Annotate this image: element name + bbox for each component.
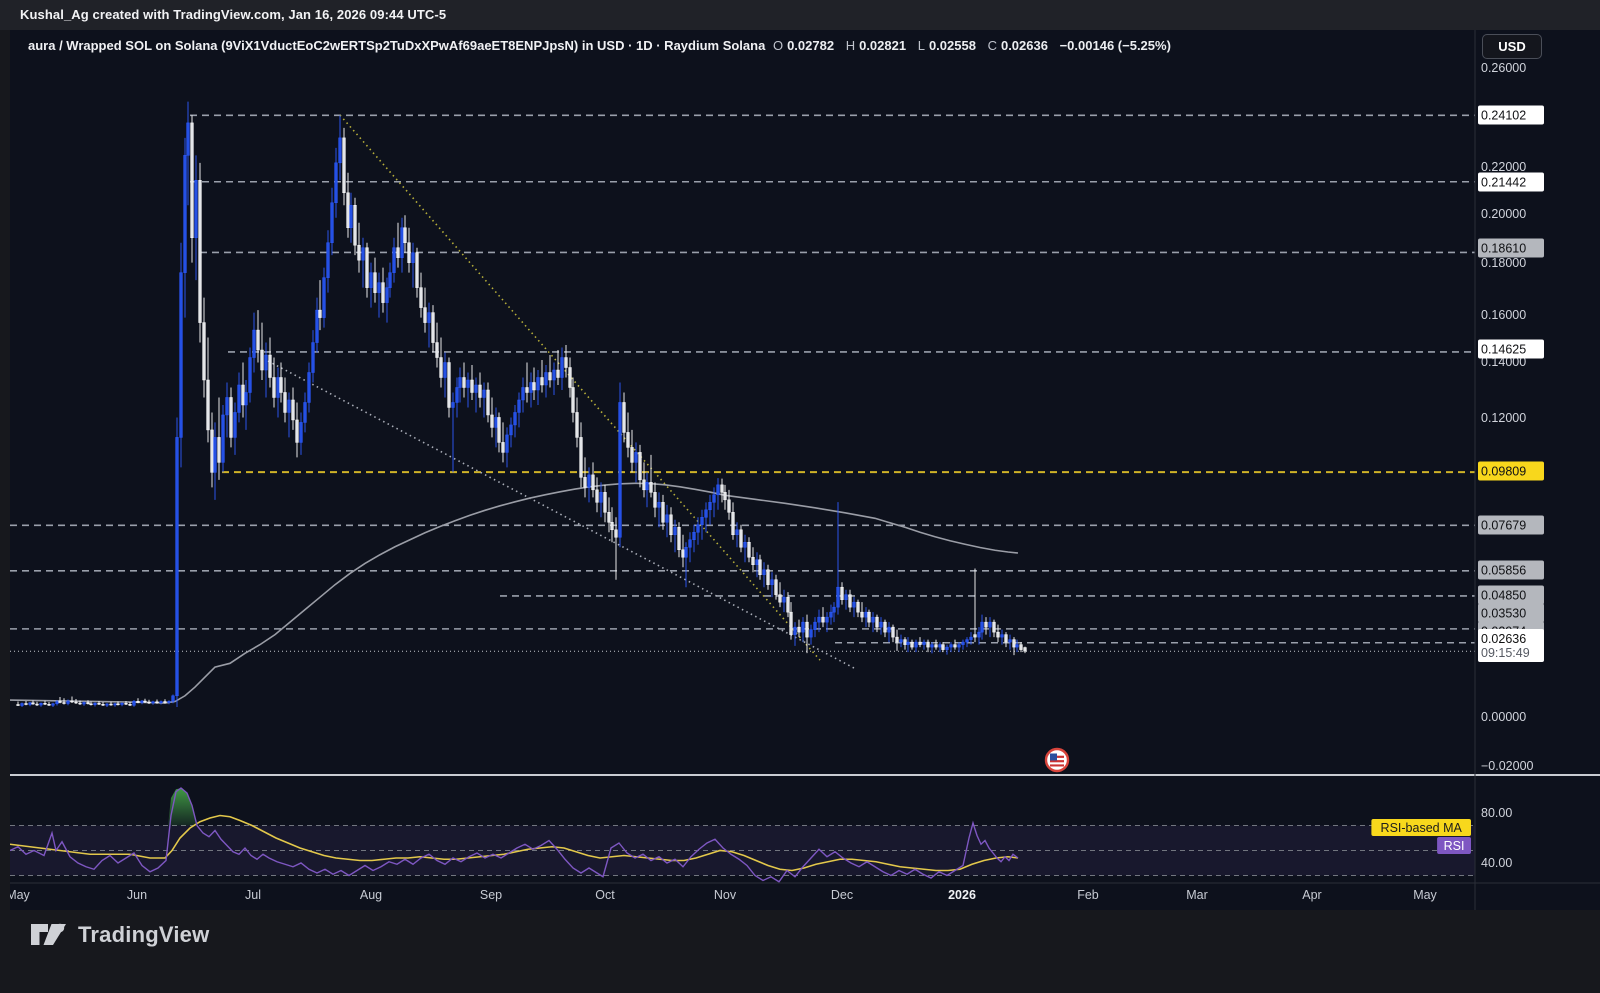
tradingview-logo-text: TradingView [78, 922, 210, 947]
svg-text:−0.02000: −0.02000 [1481, 759, 1534, 773]
price-label-text: 0.05856 [1481, 564, 1526, 578]
price-label-text: 0.18610 [1481, 242, 1526, 256]
svg-text:0.12000: 0.12000 [1481, 411, 1526, 425]
low-value: 0.02558 [928, 38, 976, 53]
rsi-pill [1437, 837, 1471, 854]
price-label-text: 0.07679 [1481, 519, 1526, 533]
descending-trendline-yellow[interactable] [339, 114, 821, 661]
time-axis[interactable]: May Jun Jul Aug Sep Oct Nov Dec 2026 Feb Mar Apr May [10, 888, 1438, 902]
price-label-text: 0.14625 [1481, 343, 1526, 357]
price-label-0.05856 [1478, 560, 1544, 580]
svg-text:Jun: Jun [127, 888, 147, 902]
chart-window: aura / Wrapped SOL on Solana (9ViX1Vduct… [10, 30, 1600, 910]
svg-text:0.00000: 0.00000 [1481, 710, 1526, 724]
last-price-value: 0.02636 [1481, 632, 1526, 646]
rsi-ma-pill-text: RSI-based MA [1381, 821, 1463, 835]
svg-text:2026: 2026 [948, 888, 976, 902]
svg-text:Feb: Feb [1077, 888, 1099, 902]
price-label-0.14625 [1478, 339, 1544, 359]
svg-text:May: May [10, 888, 31, 902]
open-value: 0.02782 [787, 38, 835, 53]
price-label-text: 0.03530 [1481, 607, 1526, 621]
change-value: −0.00146 (−5.25%) [1059, 38, 1171, 53]
svg-text:0.18000: 0.18000 [1481, 256, 1526, 270]
attribution-text: Kushal_Ag created with TradingView.com, … [20, 7, 447, 22]
ma-line [10, 482, 1019, 704]
price-label-0.04850 [1478, 585, 1544, 605]
rsi-pill-text: RSI [1444, 839, 1465, 853]
economic-event-flag-icon[interactable] [1044, 747, 1070, 773]
svg-text:0.20000: 0.20000 [1481, 207, 1526, 221]
svg-text:0.16000: 0.16000 [1481, 308, 1526, 322]
close-label: C [987, 38, 997, 53]
price-label-0.07679 [1478, 515, 1544, 535]
tradingview-logo[interactable]: TradingView [30, 922, 209, 948]
svg-text:Oct: Oct [595, 888, 615, 902]
chart-legend[interactable]: aura / Wrapped SOL on Solana (9ViX1Vduct… [28, 38, 1175, 60]
tradingview-logo-icon [31, 923, 66, 945]
price-label-0.18610 [1478, 238, 1544, 258]
rsi-ma-pill [1371, 819, 1471, 836]
svg-text:Jul: Jul [245, 888, 261, 902]
attribution-bar: Kushal_Ag created with TradingView.com, … [0, 0, 1600, 30]
price-chart-canvas[interactable]: RSI-based MA RSI 0.26000 0.22000 0.20000 0.18… [10, 30, 1600, 910]
svg-text:0.22000: 0.22000 [1481, 160, 1526, 174]
candles-layer [16, 101, 1027, 708]
svg-text:Mar: Mar [1186, 888, 1208, 902]
svg-text:Aug: Aug [360, 888, 382, 902]
high-label: H [845, 38, 856, 53]
price-label-0.09809 [1478, 461, 1544, 481]
last-price-label [1478, 629, 1544, 662]
svg-text:May: May [1413, 888, 1437, 902]
pane-separator[interactable] [10, 774, 1600, 776]
bar-countdown: 09:15:49 [1481, 646, 1530, 660]
rsi-axis-label: 80.00 [1481, 806, 1512, 820]
price-axis[interactable]: 0.260000.220000.200000.180000.160000.140… [1481, 61, 1534, 773]
svg-text:Apr: Apr [1302, 888, 1321, 902]
symbol-description[interactable]: aura / Wrapped SOL on Solana (9ViX1Vduct… [28, 38, 766, 53]
close-value: 0.02636 [1000, 38, 1048, 53]
low-label: L [917, 38, 925, 53]
currency-toggle-button[interactable]: USD [1482, 34, 1542, 59]
price-label-text: 0.09809 [1481, 465, 1526, 479]
price-label-0.21442 [1478, 172, 1544, 192]
svg-text:0.26000: 0.26000 [1481, 61, 1526, 75]
svg-text:Dec: Dec [831, 888, 853, 902]
descending-trendline-white[interactable] [267, 360, 857, 670]
price-label-text: 0.21442 [1481, 176, 1526, 190]
rsi-axis-label: 40.00 [1481, 856, 1512, 870]
price-label-0.24102 [1478, 105, 1544, 125]
open-label: O [772, 38, 784, 53]
svg-text:Sep: Sep [480, 888, 502, 902]
price-label-text: 0.24102 [1481, 109, 1526, 123]
rsi-line [10, 787, 1019, 883]
high-value: 0.02821 [859, 38, 907, 53]
price-label-text: 0.04850 [1481, 589, 1526, 603]
svg-text:Nov: Nov [714, 888, 737, 902]
price-label-0.03530 [1478, 603, 1544, 623]
